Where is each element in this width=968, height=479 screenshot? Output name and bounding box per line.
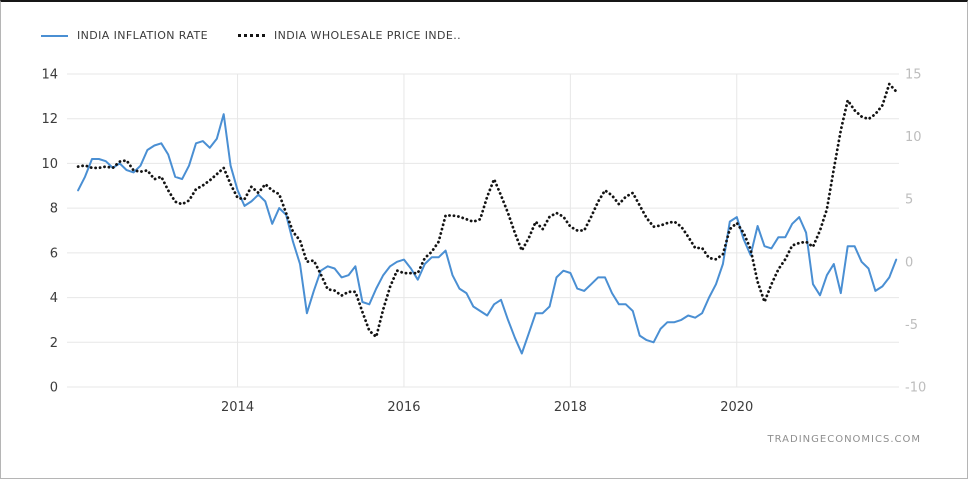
wpi-series-line: [76, 82, 898, 339]
dotted-line-sample-icon: [237, 34, 265, 37]
left-axis-tick-label: 2: [50, 336, 58, 351]
legend-label-wholesale-price-index: INDIA WHOLESALE PRICE INDE..: [273, 29, 462, 42]
inflation-series-line: [77, 113, 898, 355]
legend-item-inflation-rate[interactable]: INDIA INFLATION RATE: [41, 29, 208, 42]
right-axis-tick-label: 15: [905, 68, 922, 83]
x-axis-year-label: 2018: [554, 400, 587, 415]
legend-item-wholesale-price-index[interactable]: INDIA WHOLESALE PRICE INDE..: [237, 29, 462, 42]
right-axis-tick-label: 5: [905, 193, 913, 208]
legend: INDIA INFLATION RATE INDIA WHOLESALE PRI…: [41, 29, 461, 42]
x-axis-year-label: 2014: [221, 400, 254, 415]
legend-label-inflation-rate: INDIA INFLATION RATE: [77, 29, 208, 42]
left-axis-tick-label: 6: [50, 246, 58, 261]
watermark-link[interactable]: TRADINGECONOMICS.COM: [767, 434, 921, 445]
left-axis-tick-label: 8: [50, 202, 58, 217]
x-axis-year-label: 2016: [387, 400, 420, 415]
left-axis-tick-label: 0: [50, 381, 58, 396]
right-axis-tick-label: -5: [905, 318, 918, 333]
x-axis-year-label: 2020: [720, 400, 753, 415]
left-axis-tick-label: 14: [41, 68, 58, 83]
left-axis-tick-label: 4: [50, 291, 58, 306]
right-axis-tick-label: 10: [905, 130, 922, 145]
right-axis-tick-label: 0: [905, 255, 913, 270]
right-axis-tick-label: -10: [905, 381, 926, 396]
left-axis-tick-label: 10: [41, 157, 58, 172]
solid-line-sample-icon: [41, 34, 68, 37]
left-axis-tick-label: 12: [41, 112, 58, 127]
